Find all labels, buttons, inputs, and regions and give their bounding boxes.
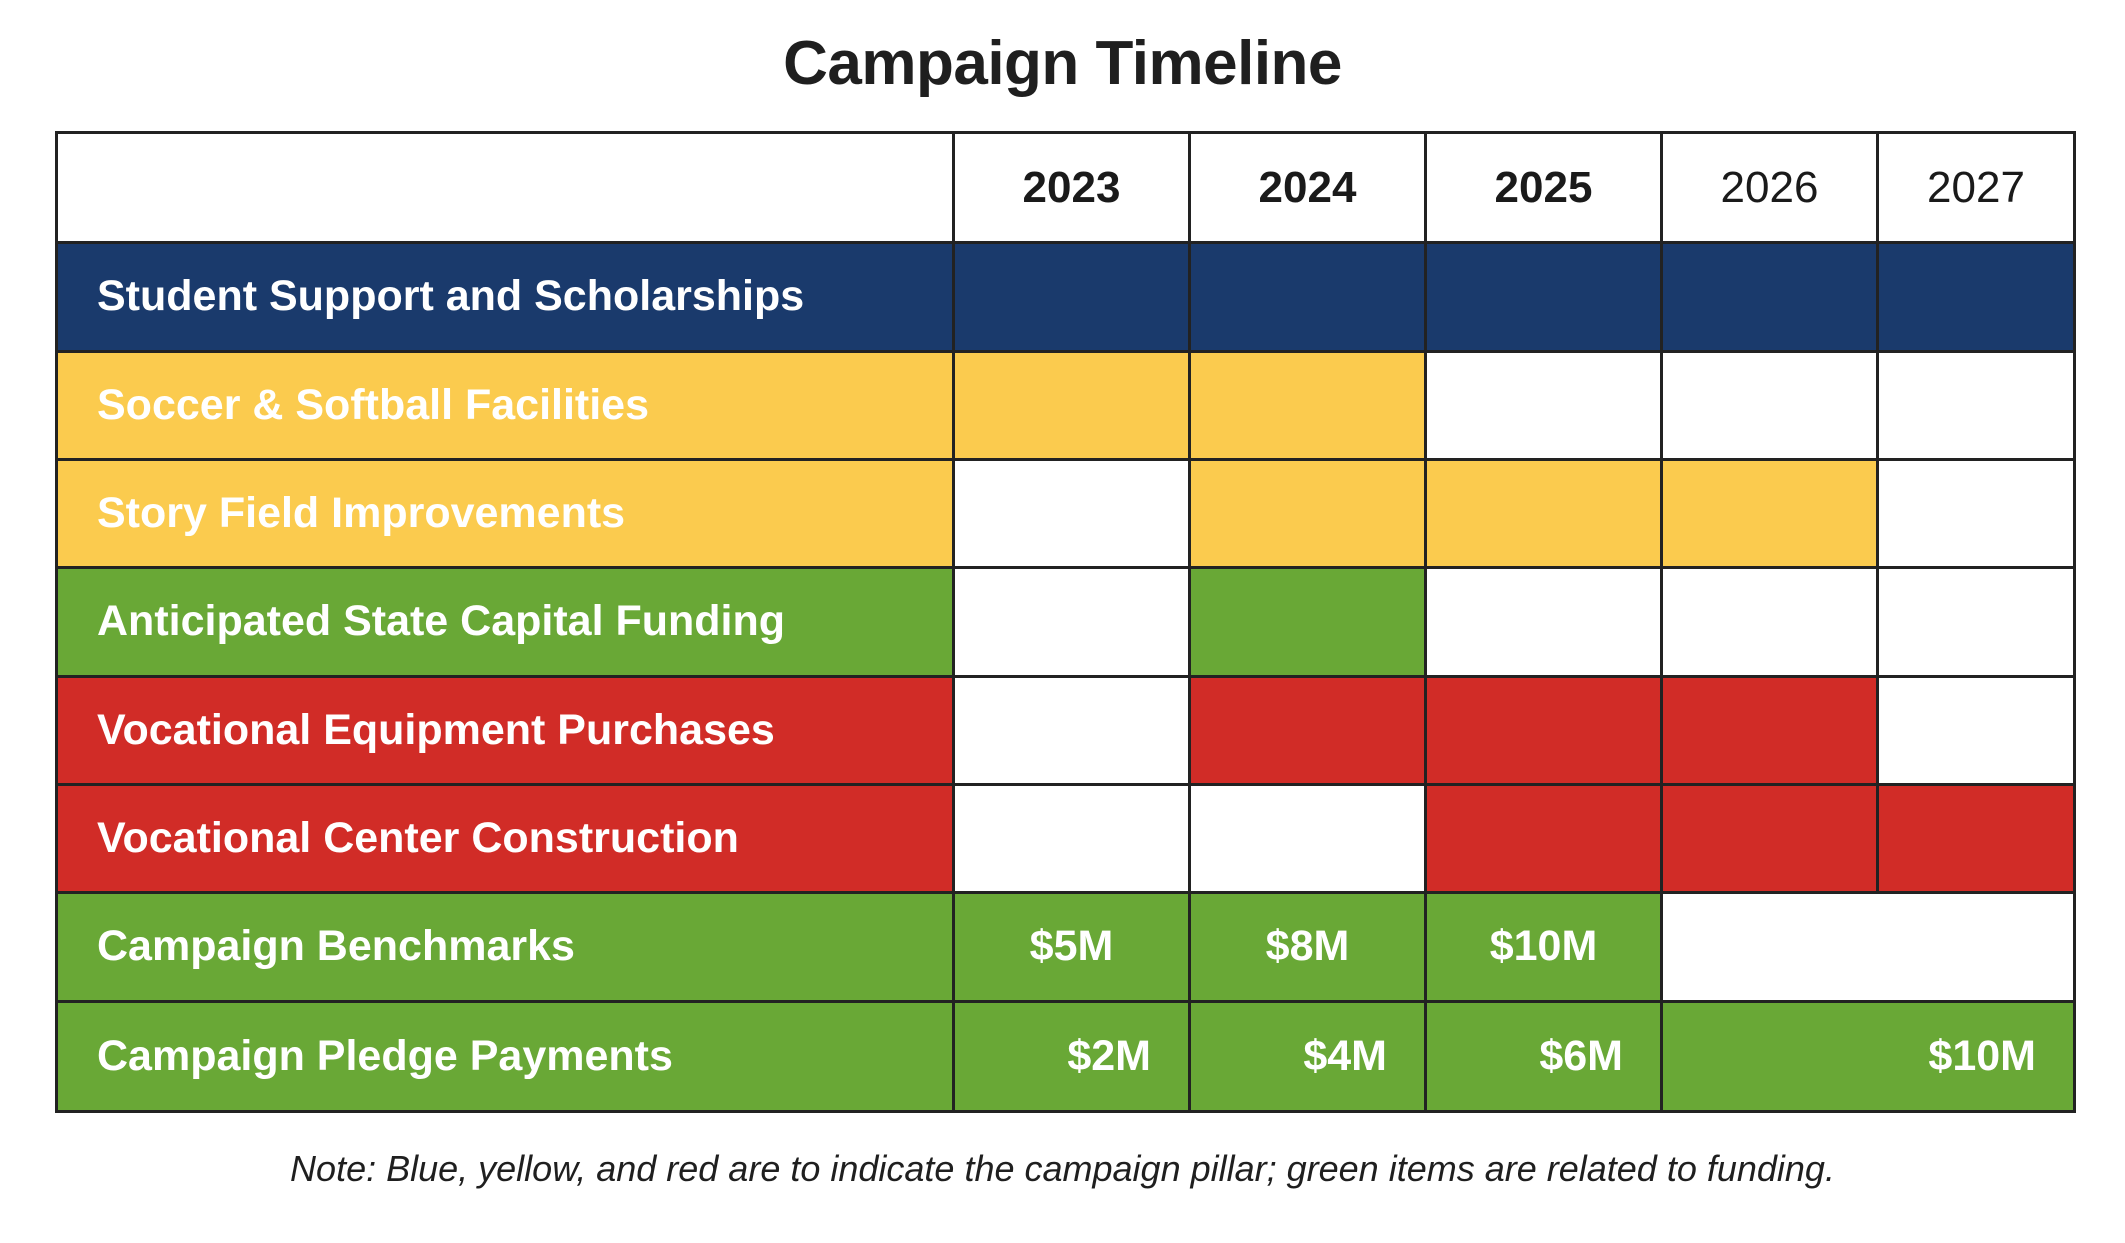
timeline-cell-filled xyxy=(1188,457,1427,570)
header-row: 2023 2024 2025 2026 2027 xyxy=(55,130,2076,245)
timeline-cell-filled xyxy=(1660,241,1879,353)
footnote: Note: Blue, yellow, and red are to indic… xyxy=(290,1148,1835,1189)
timeline-cell-filled xyxy=(952,349,1191,461)
year-header-2025: 2025 xyxy=(1424,130,1663,245)
timeline-cell-filled xyxy=(1660,457,1879,570)
timeline-cell-filled xyxy=(1424,674,1663,786)
timeline-cell-filled xyxy=(952,241,1191,353)
timeline-cell-filled xyxy=(1660,782,1879,895)
timeline-cell-empty xyxy=(952,674,1191,786)
timeline-cell-filled xyxy=(1424,457,1663,570)
timeline-cell-filled xyxy=(1188,349,1427,461)
row-label-soccer-softball: Soccer & Softball Facilities xyxy=(55,349,955,461)
row-label-story-field: Story Field Improvements xyxy=(55,457,955,570)
table-row: Vocational Center Construction xyxy=(55,782,2076,895)
timeline-cell-filled xyxy=(1424,782,1663,895)
table-row: Story Field Improvements xyxy=(55,457,2076,570)
row-label-vocational-equipment: Vocational Equipment Purchases xyxy=(55,674,955,786)
table-row: Campaign Benchmarks $5M $8M $10M xyxy=(55,891,2076,1003)
table-row: Student Support and Scholarships xyxy=(55,241,2076,353)
benchmark-value-2025: $10M xyxy=(1424,891,1663,1003)
timeline-cell-empty xyxy=(1876,674,2076,786)
table-row: Campaign Pledge Payments $2M $4M $6M $10… xyxy=(55,999,2076,1114)
timeline-cell-empty xyxy=(952,782,1191,895)
timeline-cell-empty xyxy=(1424,566,1663,678)
campaign-timeline-table: 2023 2024 2025 2026 2027 Student Support… xyxy=(55,130,2076,1114)
page-title: Campaign Timeline xyxy=(783,29,1342,98)
row-label-student-support: Student Support and Scholarships xyxy=(55,241,955,353)
pledge-value-2025: $6M xyxy=(1424,999,1663,1114)
pledge-value-2024: $4M xyxy=(1188,999,1427,1114)
timeline-cell-empty xyxy=(1660,891,2076,1003)
year-header-2026: 2026 xyxy=(1660,130,1879,245)
timeline-cell-empty xyxy=(952,457,1191,570)
table-row: Vocational Equipment Purchases xyxy=(55,674,2076,786)
timeline-cell-empty xyxy=(1660,566,1879,678)
pledge-value-2026-2027: $10M xyxy=(1660,999,2076,1114)
benchmark-value-2024: $8M xyxy=(1188,891,1427,1003)
timeline-cell-empty xyxy=(1424,349,1663,461)
row-label-pledge-payments: Campaign Pledge Payments xyxy=(55,999,955,1114)
header-corner-cell xyxy=(55,130,955,245)
timeline-cell-empty xyxy=(1188,782,1427,895)
pledge-value-2023: $2M xyxy=(952,999,1191,1114)
timeline-cell-empty xyxy=(1660,349,1879,461)
timeline-cell-filled xyxy=(1188,674,1427,786)
timeline-cell-empty xyxy=(1876,566,2076,678)
timeline-cell-empty xyxy=(952,566,1191,678)
benchmark-value-2023: $5M xyxy=(952,891,1191,1003)
row-label-campaign-benchmarks: Campaign Benchmarks xyxy=(55,891,955,1003)
table-row: Soccer & Softball Facilities xyxy=(55,349,2076,461)
timeline-cell-filled xyxy=(1188,566,1427,678)
timeline-cell-filled xyxy=(1188,241,1427,353)
timeline-cell-empty xyxy=(1876,457,2076,570)
timeline-cell-empty xyxy=(1876,349,2076,461)
timeline-cell-filled xyxy=(1660,674,1879,786)
row-label-vocational-center: Vocational Center Construction xyxy=(55,782,955,895)
year-header-2027: 2027 xyxy=(1876,130,2076,245)
year-header-2024: 2024 xyxy=(1188,130,1427,245)
timeline-cell-filled xyxy=(1876,241,2076,353)
table-row: Anticipated State Capital Funding xyxy=(55,566,2076,678)
year-header-2023: 2023 xyxy=(952,130,1191,245)
row-label-state-capital-funding: Anticipated State Capital Funding xyxy=(55,566,955,678)
timeline-cell-filled xyxy=(1876,782,2076,895)
timeline-cell-filled xyxy=(1424,241,1663,353)
